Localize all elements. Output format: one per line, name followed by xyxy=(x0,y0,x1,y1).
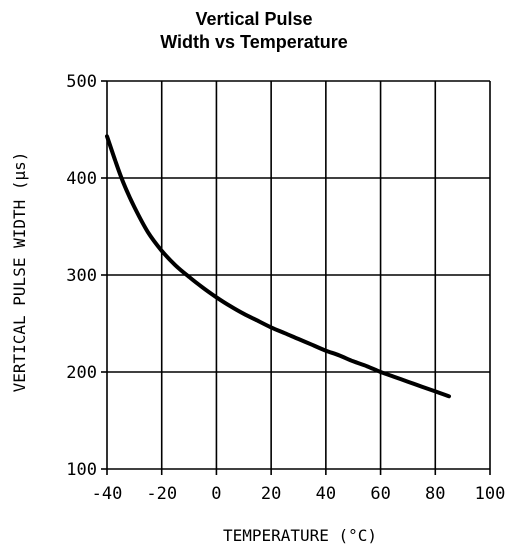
y-tick-label: 500 xyxy=(66,72,97,92)
y-tick-label: 100 xyxy=(66,460,97,480)
chart-title-line-2: Width vs Temperature xyxy=(160,32,348,52)
series-line xyxy=(105,134,451,399)
y-tick-label: 300 xyxy=(66,266,97,286)
y-axis-label: VERTICAL PULSE WIDTH (μs) xyxy=(10,152,29,393)
x-tick-label: -20 xyxy=(146,484,177,504)
x-axis-label: TEMPERATURE (°C) xyxy=(223,526,377,545)
y-tick-labels: 500 400 300 200 100 xyxy=(66,72,97,480)
x-tick-label: 80 xyxy=(425,484,445,504)
x-tick-labels: -40 -20 0 20 40 60 80 100 xyxy=(92,484,506,504)
x-tick-label: 100 xyxy=(475,484,506,504)
y-tick-label: 200 xyxy=(66,363,97,383)
x-tick-label: 40 xyxy=(316,484,336,504)
x-tick-label: 20 xyxy=(261,484,281,504)
chart-title-line-1: Vertical Pulse xyxy=(195,9,313,29)
x-tick-label: 60 xyxy=(370,484,390,504)
x-tick-label: 0 xyxy=(211,484,221,504)
x-tick-label: -40 xyxy=(92,484,123,504)
y-tick-label: 400 xyxy=(66,169,97,189)
grid xyxy=(101,80,491,475)
